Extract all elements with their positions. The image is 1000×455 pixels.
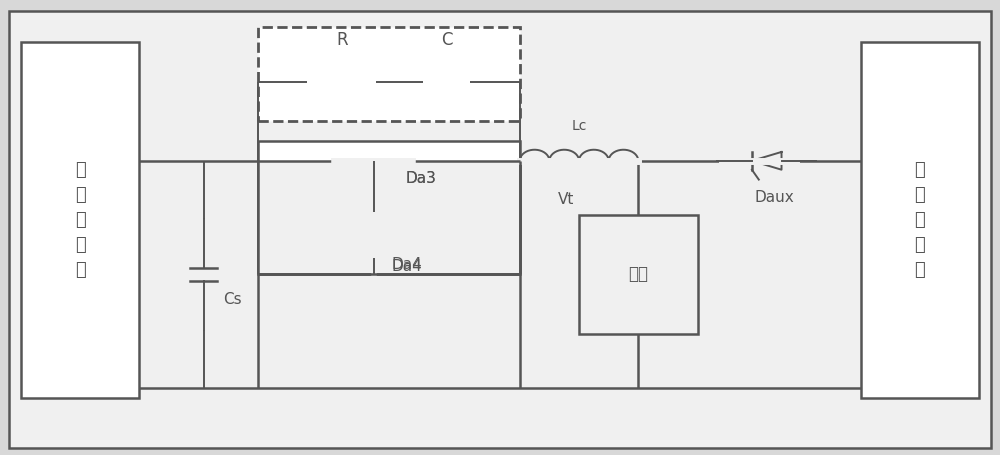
Text: Vt: Vt <box>558 192 574 207</box>
Text: Da3: Da3 <box>405 171 436 186</box>
Bar <box>258 27 520 121</box>
Bar <box>579 215 698 334</box>
Bar <box>258 141 520 274</box>
Text: Da4: Da4 <box>391 259 422 274</box>
Text: Daux: Daux <box>755 191 794 206</box>
Bar <box>21 42 139 398</box>
Text: R: R <box>336 31 348 49</box>
Text: Da3: Da3 <box>405 171 436 186</box>
Bar <box>259 162 519 273</box>
Text: Cs: Cs <box>223 292 242 307</box>
Text: 试品: 试品 <box>628 265 648 283</box>
Text: Lc: Lc <box>571 119 587 133</box>
Text: 低
压
电
流
源: 低 压 电 流 源 <box>914 161 925 279</box>
Text: 高
压
电
压
源: 高 压 电 压 源 <box>75 161 86 279</box>
Text: C: C <box>441 31 452 49</box>
Bar <box>861 42 979 398</box>
Text: Da4: Da4 <box>391 257 422 272</box>
